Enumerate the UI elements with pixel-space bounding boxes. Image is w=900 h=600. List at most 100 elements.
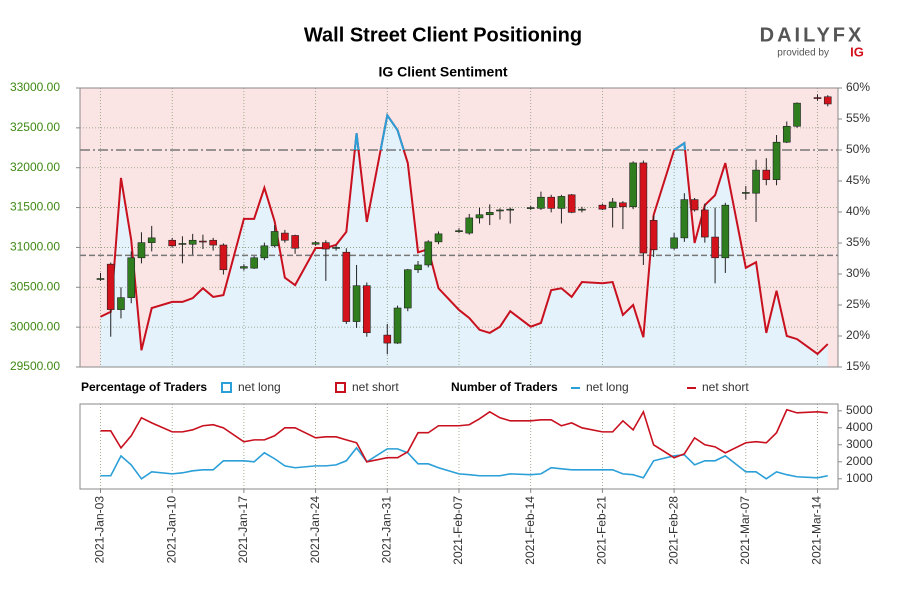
candle-body xyxy=(557,196,566,209)
candle-body xyxy=(281,232,289,241)
candle-body xyxy=(782,125,791,143)
candle-body xyxy=(465,217,474,234)
candle-body xyxy=(526,207,535,209)
candle-body xyxy=(721,204,730,259)
candle-body xyxy=(742,192,750,194)
candle-body xyxy=(209,239,217,246)
x-tick-label: 2021-Feb-21 xyxy=(595,496,609,565)
line xyxy=(100,408,828,463)
candle-body xyxy=(270,231,279,247)
net-long-area xyxy=(100,115,828,367)
candle-body xyxy=(629,162,637,208)
y2-tick-label: 25% xyxy=(846,297,870,311)
candle-body xyxy=(434,233,443,243)
y-tick-label: 30000.00 xyxy=(10,319,60,333)
y-tick-label: 31500.00 xyxy=(10,200,60,214)
x-tick-label: 2021-Jan-17 xyxy=(236,496,250,564)
x-tick-label: 2021-Jan-24 xyxy=(308,496,322,564)
legend-swatch xyxy=(221,382,232,393)
candle-body xyxy=(680,199,689,239)
candle-body xyxy=(106,263,115,310)
candle-body xyxy=(537,196,545,209)
x-tick-label: 2021-Jan-31 xyxy=(379,496,393,564)
candle-body xyxy=(670,237,678,249)
candle-body xyxy=(578,208,586,211)
brand-name: DAILYFX xyxy=(760,24,865,46)
legend-swatch xyxy=(335,382,346,393)
y2-tick-label: 50% xyxy=(846,142,870,156)
candle-body xyxy=(649,220,658,251)
candle-body xyxy=(403,269,412,309)
candle-body xyxy=(496,209,504,212)
brand-partner: IG xyxy=(850,44,864,59)
x-tick-label: 2021-Jan-03 xyxy=(93,496,107,564)
candle-body xyxy=(455,230,463,232)
chart-subtitle: IG Client Sentiment xyxy=(378,64,507,80)
candle-body xyxy=(188,239,197,245)
candle-body xyxy=(147,237,156,243)
y-tick-label: 2000 xyxy=(846,454,873,468)
candle-body xyxy=(823,96,832,105)
candle-body xyxy=(383,334,392,344)
y-tick-label: 32500.00 xyxy=(10,120,60,134)
candle-body xyxy=(137,242,146,259)
x-tick-label: 2021-Mar-14 xyxy=(810,496,824,565)
candle-body xyxy=(178,243,187,245)
candle-body xyxy=(772,141,781,180)
candle-body xyxy=(352,285,361,322)
y2-tick-label: 40% xyxy=(846,204,870,218)
candle-body xyxy=(291,235,299,249)
candle-body xyxy=(260,245,269,259)
y2-tick-label: 45% xyxy=(846,173,870,187)
candle-body xyxy=(619,202,627,208)
candle-body xyxy=(424,241,433,266)
y-tick-label: 1000 xyxy=(846,471,873,485)
legend-label: net long xyxy=(586,380,629,394)
candle-body xyxy=(240,266,248,269)
brand-provided-by: provided by xyxy=(777,48,829,59)
candle-body xyxy=(547,196,555,209)
line xyxy=(100,446,828,480)
candle-body xyxy=(608,201,617,208)
y-tick-label: 5000 xyxy=(846,403,873,417)
candle-body xyxy=(762,169,771,180)
candle-body xyxy=(117,297,125,310)
candle-body xyxy=(250,257,258,269)
candle-body xyxy=(219,244,228,271)
candle-body xyxy=(485,212,494,216)
y2-tick-label: 15% xyxy=(846,359,870,373)
x-tick-label: 2021-Feb-14 xyxy=(523,496,537,565)
y2-tick-label: 35% xyxy=(846,235,870,249)
y-tick-label: 4000 xyxy=(846,420,873,434)
candle-body xyxy=(752,169,760,194)
candle-body xyxy=(506,208,515,211)
candle-body xyxy=(414,264,422,271)
legend-title: Percentage of Traders xyxy=(81,380,207,394)
candle-body xyxy=(567,194,576,213)
y-tick-label: 32000.00 xyxy=(10,160,60,174)
candle-body xyxy=(127,257,136,298)
chart-title: Wall Street Client Positioning xyxy=(304,24,582,46)
y2-tick-label: 55% xyxy=(846,111,870,125)
candle-body xyxy=(793,102,801,127)
candle-body xyxy=(168,239,176,247)
candle-body xyxy=(342,251,351,322)
candle-body xyxy=(690,199,699,211)
candle-body xyxy=(598,204,607,210)
candle-body xyxy=(475,214,484,219)
plot-frame xyxy=(79,87,839,368)
candle-body xyxy=(639,162,648,254)
y-tick-label: 31000.00 xyxy=(10,240,60,254)
y-tick-label: 3000 xyxy=(846,437,873,451)
legend-label: net short xyxy=(352,380,399,394)
legend-label: net long xyxy=(238,380,281,394)
candle-body xyxy=(311,242,320,245)
y-tick-label: 30500.00 xyxy=(10,279,60,293)
x-tick-label: 2021-Feb-28 xyxy=(666,496,680,565)
x-tick-label: 2021-Jan-10 xyxy=(164,496,178,564)
y-tick-label: 29500.00 xyxy=(10,359,60,373)
candle-body xyxy=(96,278,105,280)
legend-label: net short xyxy=(702,380,749,394)
candle-body xyxy=(813,97,822,99)
y2-tick-label: 60% xyxy=(846,80,870,94)
